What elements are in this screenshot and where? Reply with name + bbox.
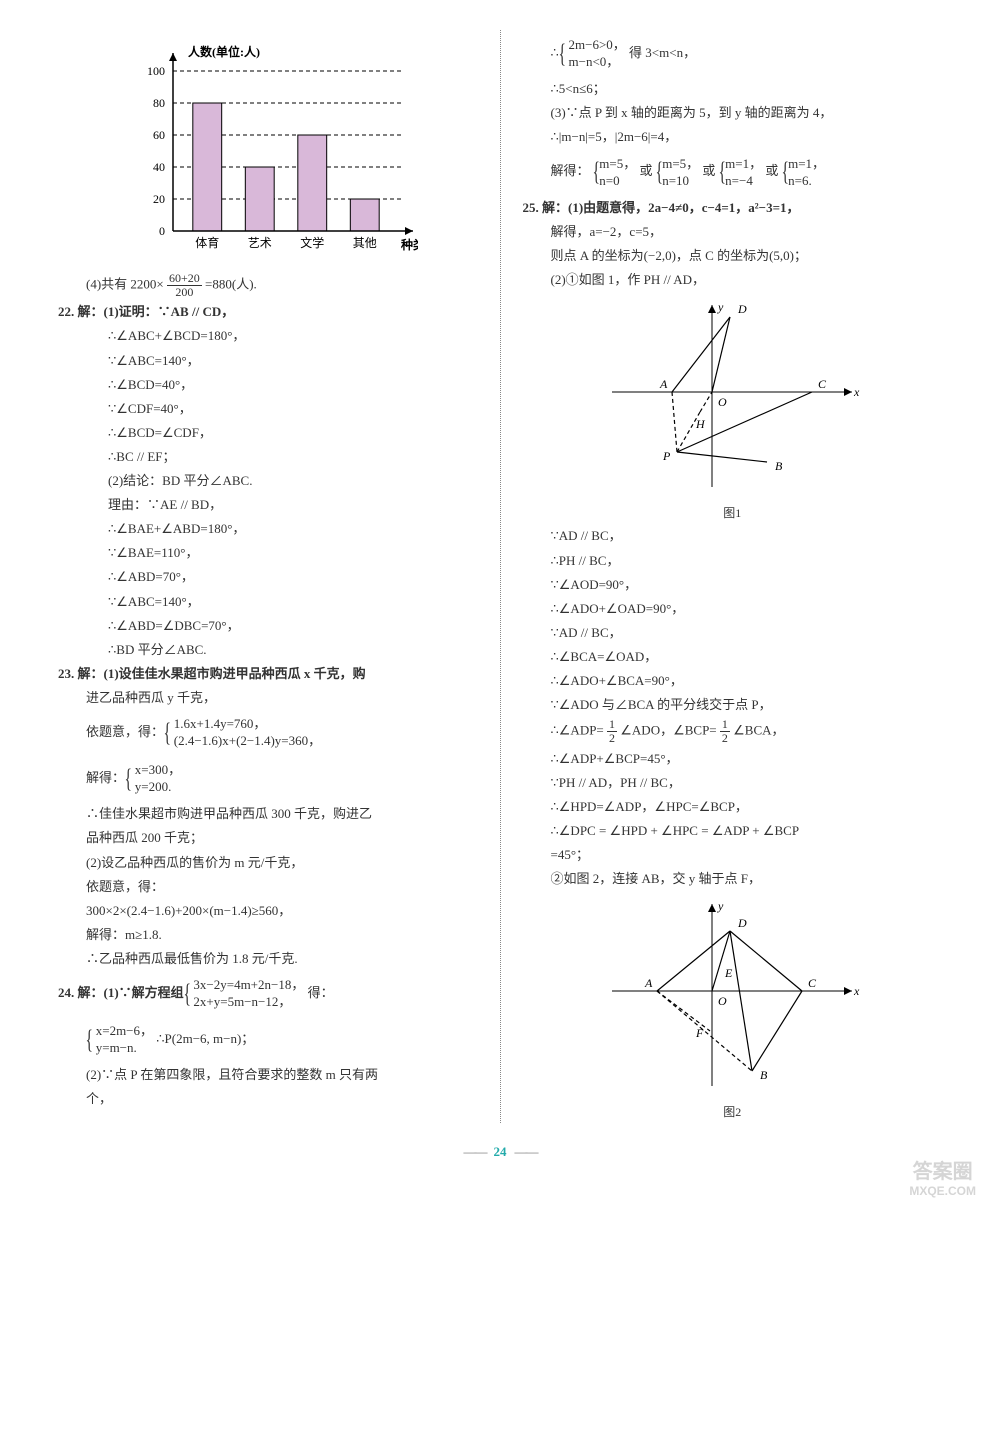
svg-text:A: A <box>659 377 668 391</box>
svg-text:100: 100 <box>147 64 165 78</box>
fig2-caption: 图2 <box>523 1102 943 1122</box>
q23-f: (2)设乙品种西瓜的售价为 m 元/千克， <box>58 852 478 874</box>
r4: ∴|m−n|=5，|2m−6|=4， <box>523 126 943 148</box>
svg-text:80: 80 <box>153 96 165 110</box>
q23-i: 解得：m≥1.8. <box>58 924 478 946</box>
q25-step: ∴PH // BC， <box>523 550 943 572</box>
q23-h: 300×2×(2.4−1.6)+200×(m−1.4)≥560， <box>58 900 478 922</box>
q25-step: ∵AD // BC， <box>523 525 943 547</box>
q25-step: ∵∠ADO 与∠BCA 的平分线交于点 P， <box>523 694 943 716</box>
svg-text:y: y <box>717 899 724 913</box>
r2: ∴5<n≤6； <box>523 78 943 100</box>
figure-1: x y A O C D P B H <box>602 297 862 497</box>
svg-text:其他: 其他 <box>352 236 376 250</box>
q23-g: 依题意，得： <box>58 876 478 898</box>
q22-step: (2)结论：BD 平分∠ABC. <box>58 470 478 492</box>
two-column-layout: 人数(单位:人) 0 20 40 60 80 100 体育 艺术 文学 其他 种类 (4)共有 220… <box>50 30 950 1123</box>
svg-text:B: B <box>775 459 783 473</box>
q25-step: ∴∠DPC = ∠HPD + ∠HPC = ∠ADP + ∠BCP <box>523 820 943 842</box>
q22-head: 22. 解：(1)证明：∵AB // CD， <box>58 301 478 323</box>
q22-step: ∴∠BCD=40°， <box>58 374 478 396</box>
svg-text:60: 60 <box>153 128 165 142</box>
q24-head: 24. 解：(1)∵解方程组{ 3x−2y=4m+2n−18，2x+y=5m−n… <box>58 972 478 1016</box>
svg-text:H: H <box>695 417 706 431</box>
q24-d: 个， <box>58 1088 478 1110</box>
q25-step: ∴∠ADO+∠BCA=90°， <box>523 670 943 692</box>
q23-a: 进乙品种西瓜 y 千克， <box>58 687 478 709</box>
q23-c: 解得：{ x=300，y=200. <box>58 757 478 801</box>
svg-text:A: A <box>644 976 653 990</box>
svg-text:B: B <box>760 1068 768 1082</box>
q23-b: 依题意，得：{ 1.6x+1.4y=760，(2.4−1.6)x+(2−1.4)… <box>58 711 478 755</box>
q22-step: ∵∠ABC=140°， <box>58 591 478 613</box>
q22-step: ∵∠CDF=40°， <box>58 398 478 420</box>
q22-step: ∵∠BAE=110°， <box>58 542 478 564</box>
q22-step: ∴∠ABD=70°， <box>58 566 478 588</box>
svg-text:O: O <box>718 395 727 409</box>
q25-step: ∵PH // AD，PH // BC， <box>523 772 943 794</box>
svg-text:D: D <box>737 302 747 316</box>
q25-step: ∴∠ADP+∠BCP=45°， <box>523 748 943 770</box>
svg-text:20: 20 <box>153 192 165 206</box>
bar-chart-q21: 人数(单位:人) 0 20 40 60 80 100 体育 艺术 文学 其他 种类 <box>118 36 418 266</box>
q23-j: ∴乙品种西瓜最低售价为 1.8 元/千克. <box>58 948 478 970</box>
q23-head: 23. 解：(1)设佳佳水果超市购进甲品种西瓜 x 千克，购 <box>58 663 478 685</box>
svg-text:种类: 种类 <box>400 237 418 252</box>
watermark: 答案圈 MXQE.COM <box>909 1160 976 1198</box>
q21-4-line: (4)共有 2200× 60+20200 =880(人). <box>58 272 478 299</box>
svg-text:C: C <box>818 377 827 391</box>
q25-head: 25. 解：(1)由题意得，2a−4≠0，c−4=1，a²−3=1， <box>523 197 943 219</box>
r1: ∴{ 2m−6>0，m−n<0， 得 3<m<n， <box>523 32 943 76</box>
svg-text:人数(单位:人): 人数(单位:人) <box>188 44 260 59</box>
q25-step: ②如图 2，连接 AB，交 y 轴于点 F， <box>523 868 943 890</box>
q24-b: { x=2m−6，y=m−n. ∴P(2m−6, m−n)； <box>58 1018 478 1062</box>
q22-step: ∴∠ABD=∠DBC=70°， <box>58 615 478 637</box>
proof-frac: ∴∠ADP= 12 ∠ADO，∠BCP= 12 ∠BCA， <box>523 718 943 745</box>
q25-b: 则点 A 的坐标为(−2,0)，点 C 的坐标为(5,0)； <box>523 245 943 267</box>
r5: 解得： {m=5，n=0 或 {m=5，n=10 或 {m=1，n=−4 或 {… <box>523 150 943 194</box>
svg-text:体育: 体育 <box>195 235 219 250</box>
svg-text:艺术: 艺术 <box>247 236 271 250</box>
svg-text:0: 0 <box>159 224 165 238</box>
q25-step: ∴∠BCA=∠OAD， <box>523 646 943 668</box>
svg-text:x: x <box>853 984 860 998</box>
q22-step: ∴BD 平分∠ABC. <box>58 639 478 661</box>
q24-c: (2)∵点 P 在第四象限，且符合要求的整数 m 只有两 <box>58 1064 478 1086</box>
q23-e: 品种西瓜 200 千克； <box>58 827 478 849</box>
svg-text:y: y <box>717 300 724 314</box>
q25-step: ∴∠HPD=∠ADP，∠HPC=∠BCP， <box>523 796 943 818</box>
svg-text:D: D <box>737 916 747 930</box>
svg-text:文学: 文学 <box>300 235 324 250</box>
figure-2: x y A O C D E F B <box>602 896 862 1096</box>
q23-d: ∴佳佳水果超市购进甲品种西瓜 300 千克，购进乙 <box>58 803 478 825</box>
right-column: ∴{ 2m−6>0，m−n<0， 得 3<m<n， ∴5<n≤6； (3)∵点 … <box>501 30 951 1123</box>
q22-step: ∴∠ABC+∠BCD=180°， <box>58 325 478 347</box>
q22-step: ∵∠ABC=140°， <box>58 350 478 372</box>
r3: (3)∵点 P 到 x 轴的距离为 5，到 y 轴的距离为 4， <box>523 102 943 124</box>
svg-text:F: F <box>695 1026 704 1040</box>
q22-step: ∴∠BAE+∠ABD=180°， <box>58 518 478 540</box>
q25-step: ∴∠ADO+∠OAD=90°， <box>523 598 943 620</box>
svg-text:x: x <box>853 385 860 399</box>
svg-text:P: P <box>662 449 671 463</box>
q22-step: 理由：∵AE // BD， <box>58 494 478 516</box>
svg-text:O: O <box>718 994 727 1008</box>
q25-a: 解得，a=−2，c=5， <box>523 221 943 243</box>
svg-text:40: 40 <box>153 160 165 174</box>
q25-step: ∵AD // BC， <box>523 622 943 644</box>
svg-text:E: E <box>724 966 733 980</box>
svg-text:C: C <box>808 976 817 990</box>
left-column: 人数(单位:人) 0 20 40 60 80 100 体育 艺术 文学 其他 种类 (4)共有 220… <box>50 30 501 1123</box>
q22-step: ∴BC // EF； <box>58 446 478 468</box>
page-number: ——24—— <box>50 1141 950 1163</box>
q25-step: =45°； <box>523 844 943 866</box>
q25-step: ∵∠AOD=90°， <box>523 574 943 596</box>
q22-step: ∴∠BCD=∠CDF， <box>58 422 478 444</box>
fig1-caption: 图1 <box>523 503 943 523</box>
q25-c: (2)①如图 1，作 PH // AD， <box>523 269 943 291</box>
